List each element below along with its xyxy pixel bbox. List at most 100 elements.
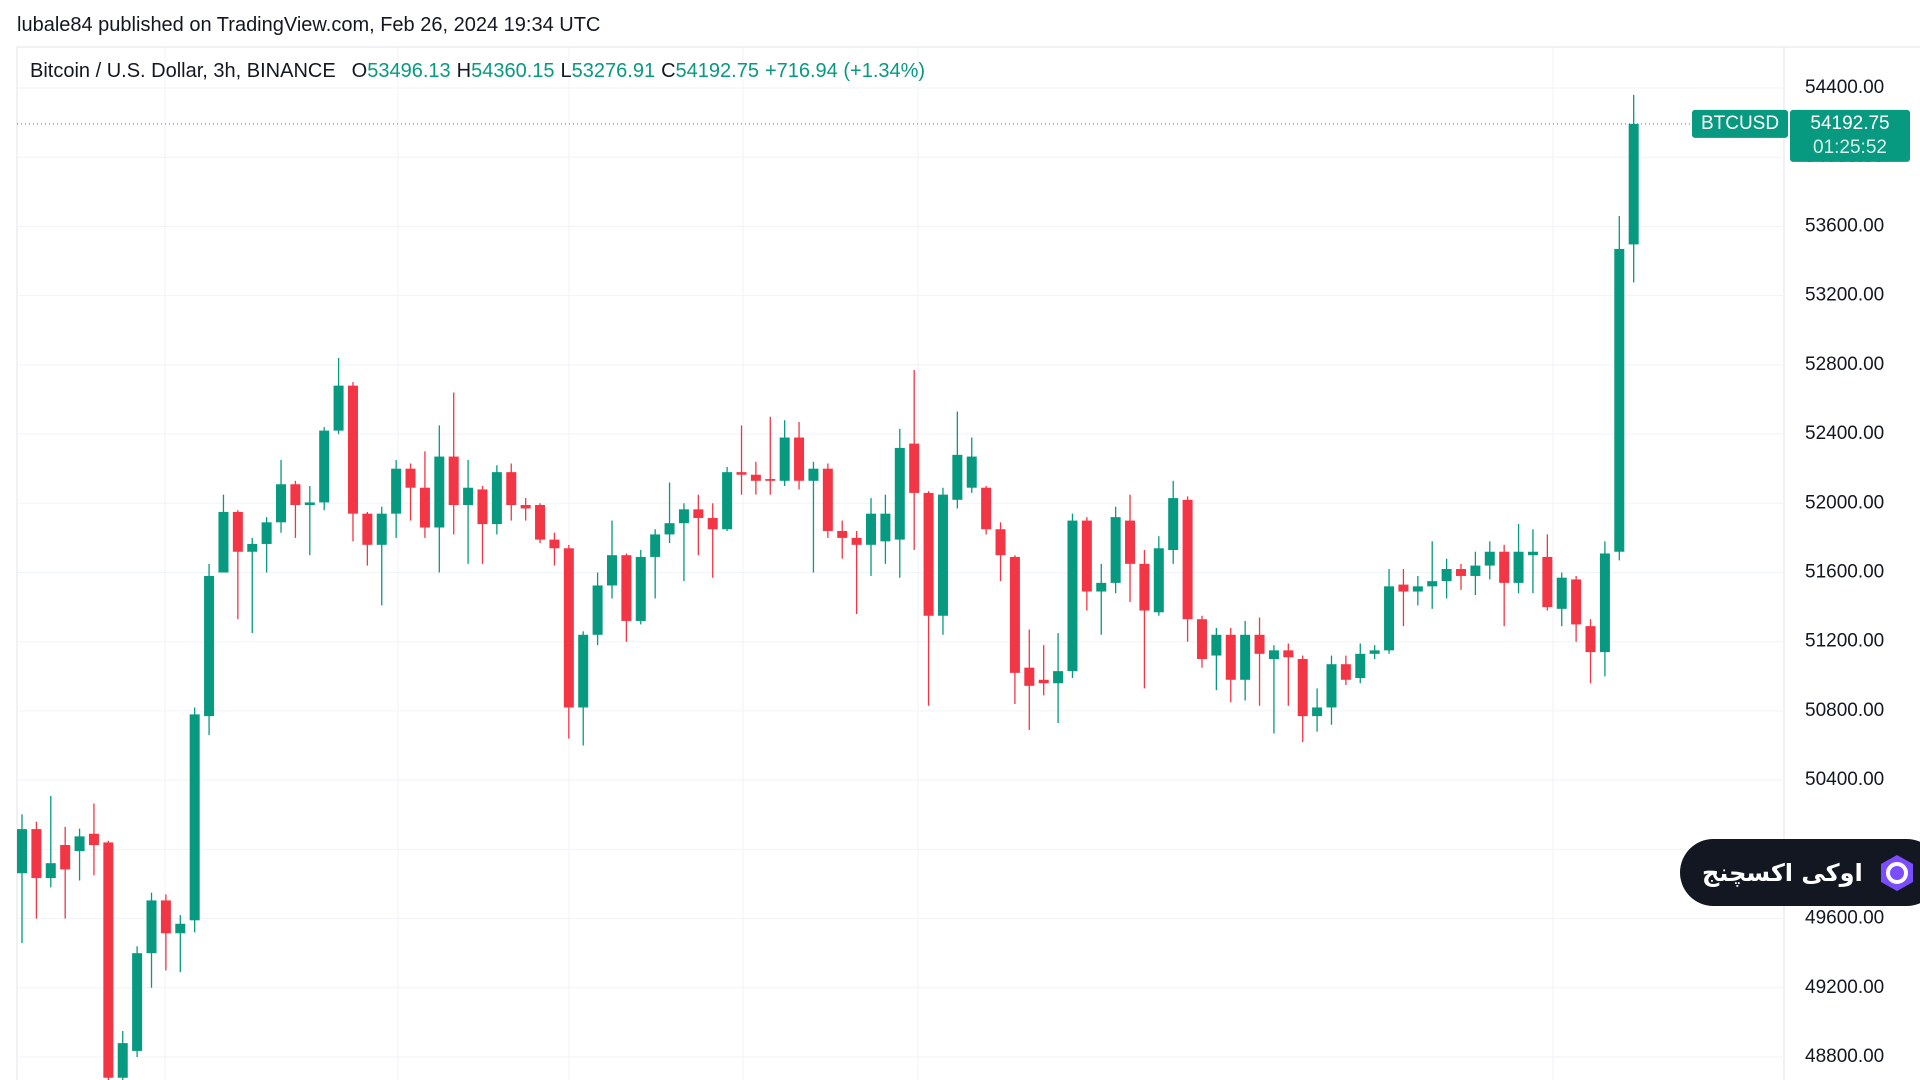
body (1009, 556, 1020, 673)
watermark: اوکی اکسچنج (1680, 839, 1920, 906)
symbol-box (1692, 109, 1788, 138)
body (621, 555, 632, 621)
body (822, 468, 833, 531)
body (319, 430, 330, 503)
y-axis: 48800.0049200.0049600.0050000.0050400.00… (1805, 77, 1884, 1067)
body (276, 484, 287, 523)
body (1268, 650, 1279, 660)
body (606, 555, 617, 586)
symbol-label: BTCUSD (1701, 113, 1779, 134)
y-tick-label: 52000.00 (1805, 492, 1884, 513)
body (1182, 499, 1193, 620)
body (750, 474, 761, 481)
body (1110, 517, 1121, 583)
body (1297, 659, 1308, 717)
body (1225, 634, 1236, 680)
body (520, 505, 531, 509)
ohlc-open: O53496.13 (352, 60, 451, 83)
body (1125, 520, 1136, 564)
body (981, 487, 992, 530)
y-tick-label: 49200.00 (1805, 977, 1884, 998)
body (722, 472, 733, 530)
y-tick-label: 49600.00 (1805, 908, 1884, 929)
value: 53496.13 (367, 60, 451, 82)
body (1599, 553, 1610, 653)
watermark-text: اوکی اکسچنج (1702, 858, 1863, 887)
value: 53276.91 (571, 60, 656, 82)
symbol-title: Bitcoin / U.S. Dollar, 3h, BINANCE (30, 60, 336, 82)
body (1585, 626, 1596, 653)
body (923, 492, 934, 616)
body (1326, 664, 1337, 708)
body (535, 505, 546, 540)
body (333, 385, 344, 431)
body (17, 829, 27, 874)
price-tag: BTCUSD 54192.75 01:25:52 (17, 109, 1910, 162)
body (1384, 586, 1395, 651)
watermark-logo (1880, 854, 1913, 891)
body (894, 447, 905, 540)
body (563, 548, 574, 708)
body (1211, 634, 1222, 656)
body (304, 502, 315, 506)
body (650, 534, 661, 557)
body (1398, 584, 1409, 592)
body (1168, 498, 1179, 551)
body (1513, 551, 1524, 583)
label: O (351, 60, 368, 82)
body (1614, 248, 1625, 552)
body (1456, 569, 1466, 576)
body (247, 543, 258, 552)
body (434, 456, 445, 528)
body (851, 537, 862, 545)
body (146, 900, 157, 954)
body (419, 487, 430, 528)
body (132, 953, 143, 1051)
body (678, 509, 689, 524)
body (391, 468, 402, 514)
body (736, 472, 747, 475)
y-tick-label: 54400.00 (1805, 77, 1884, 98)
body (693, 509, 704, 518)
body (635, 556, 646, 621)
body (937, 494, 948, 616)
body (808, 468, 819, 481)
body (765, 479, 776, 481)
body (261, 522, 272, 544)
time-grid (164, 47, 1554, 1080)
body (103, 842, 114, 1078)
body (794, 437, 805, 481)
body (1369, 650, 1380, 654)
body (1355, 653, 1366, 679)
body (189, 714, 200, 921)
body (60, 845, 71, 870)
legend: Bitcoin / U.S. Dollar, 3h, BINANCE O5349… (30, 60, 925, 83)
body (1628, 123, 1639, 245)
body (1312, 707, 1323, 717)
body (837, 530, 848, 538)
y-tick-label: 52800.00 (1805, 354, 1884, 375)
y-tick-label: 53600.00 (1805, 215, 1884, 236)
body (347, 385, 358, 514)
label: H (456, 60, 472, 82)
body (31, 829, 42, 879)
body (204, 575, 215, 717)
body (117, 1043, 128, 1078)
body (1484, 551, 1495, 566)
body (1038, 679, 1049, 684)
body (1470, 565, 1481, 576)
label: L (560, 60, 572, 82)
body (1254, 634, 1265, 654)
y-tick-label: 48800.00 (1805, 1046, 1884, 1067)
body (1196, 619, 1207, 660)
body (1024, 667, 1035, 686)
body (477, 489, 488, 525)
body (290, 484, 301, 506)
body (1427, 581, 1438, 587)
body (1499, 551, 1510, 583)
body (549, 539, 560, 549)
body (1441, 569, 1452, 582)
body (1556, 577, 1567, 609)
body (1096, 582, 1107, 592)
body (1542, 556, 1553, 608)
